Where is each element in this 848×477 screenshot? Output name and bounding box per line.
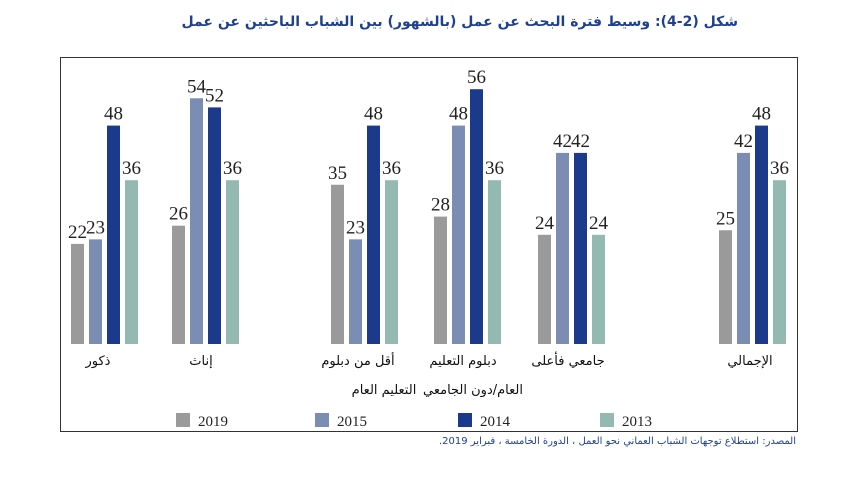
legend-label-2014: 2014 — [480, 414, 511, 430]
chart-title: شكل (2-4): وسيط فترة البحث عن عمل (بالشه… — [181, 14, 739, 30]
bar-2013-2 — [385, 180, 398, 344]
bar-2019-3 — [434, 216, 447, 344]
bar-2013-3 — [488, 180, 501, 344]
bar-2014-0 — [107, 125, 120, 344]
value-label-2015-0: 23 — [86, 217, 105, 238]
bar-2014-2 — [367, 125, 380, 344]
value-label-2014-2: 48 — [364, 104, 383, 125]
value-label-2014-4: 42 — [571, 131, 590, 152]
value-label-2013-5: 36 — [770, 158, 789, 179]
bar-2015-2 — [349, 239, 362, 344]
legend-swatch-2013 — [600, 413, 614, 427]
bar-2014-3 — [470, 89, 483, 344]
bar-2015-4 — [556, 152, 569, 344]
bar-2019-4 — [538, 234, 551, 344]
value-label-2019-0: 22 — [68, 222, 87, 243]
value-label-2013-3: 36 — [485, 158, 504, 179]
bar-2013-1 — [226, 180, 239, 344]
bar-2014-4 — [574, 152, 587, 344]
value-label-2013-4: 24 — [589, 213, 609, 234]
source-note: المصدر: استطلاع توجهات الشباب العماني نح… — [438, 436, 796, 447]
value-label-2015-1: 54 — [187, 76, 207, 97]
category-label-2: أقل من دبلوم — [321, 352, 394, 369]
bar-2019-1 — [172, 225, 185, 344]
value-label-2013-1: 36 — [223, 158, 242, 179]
legend-label-2019: 2019 — [198, 414, 228, 430]
value-label-2014-3: 56 — [467, 67, 486, 88]
legend-label-2013: 2013 — [622, 414, 652, 430]
bar-2013-5 — [773, 180, 786, 344]
bar-2015-1 — [190, 98, 203, 344]
value-label-2019-5: 25 — [716, 208, 735, 229]
bar-2019-2 — [331, 184, 344, 344]
bar-2015-3 — [452, 125, 465, 344]
bar-2019-0 — [71, 243, 84, 344]
value-label-2019-3: 28 — [431, 195, 450, 216]
chart-frame — [60, 57, 798, 432]
value-label-2013-2: 36 — [382, 158, 401, 179]
category-label-3: دبلوم التعليم — [429, 354, 496, 369]
value-label-2015-3: 48 — [449, 104, 468, 125]
category-note-sub-university: العام/دون الجامعي — [423, 383, 523, 398]
value-label-2014-5: 48 — [752, 104, 771, 125]
legend-swatch-2019 — [176, 413, 190, 427]
category-label-1: إناث — [189, 354, 212, 369]
value-label-2015-5: 42 — [734, 131, 753, 152]
legend-swatch-2014 — [458, 413, 472, 427]
bar-2014-5 — [755, 125, 768, 344]
value-label-2014-1: 52 — [205, 85, 224, 106]
bar-2019-5 — [719, 230, 732, 344]
value-label-2019-4: 24 — [535, 213, 555, 234]
bar-2015-5 — [737, 152, 750, 344]
value-label-2015-4: 42 — [553, 131, 572, 152]
legend-label-2015: 2015 — [337, 414, 367, 430]
value-label-2013-0: 36 — [122, 158, 141, 179]
bar-2013-0 — [125, 180, 138, 344]
category-label-0: ذكور — [85, 354, 111, 369]
value-label-2014-0: 48 — [104, 104, 123, 125]
bar-2014-1 — [208, 107, 221, 345]
legend-swatch-2015 — [315, 413, 329, 427]
value-label-2019-2: 35 — [328, 163, 347, 184]
category-label-5: الإجمالي — [727, 354, 772, 369]
value-label-2019-1: 26 — [169, 204, 188, 225]
bar-2013-4 — [592, 234, 605, 344]
category-note-general-education: التعليم العام — [352, 383, 417, 398]
bar-2015-0 — [89, 239, 102, 344]
category-label-4: جامعي فأعلى — [531, 351, 604, 369]
value-label-2015-2: 23 — [346, 217, 365, 238]
